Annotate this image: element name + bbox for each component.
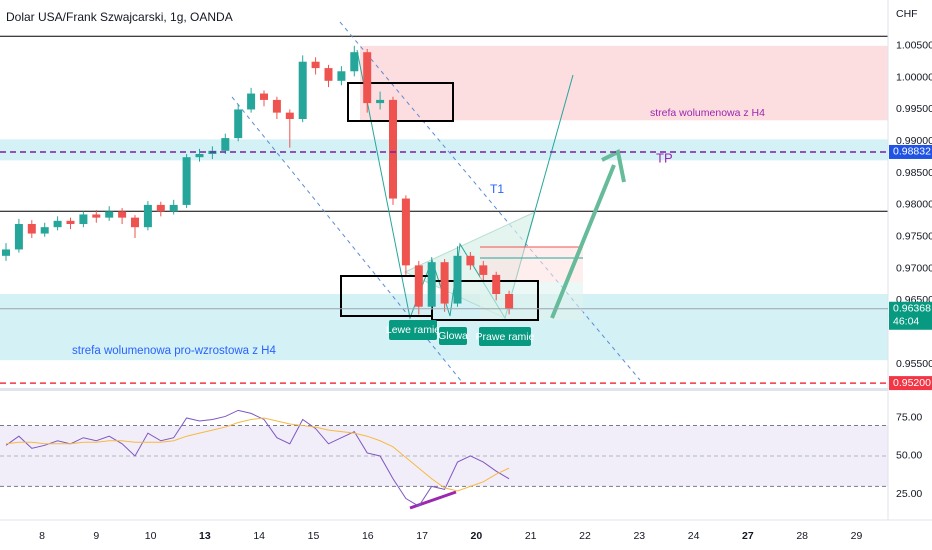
price-label: 0.96368: [893, 303, 931, 315]
chart-title: Dolar USA/Frank Szwajcarski, 1g, OANDA: [6, 10, 233, 24]
y-tick-label: 0.97500: [896, 231, 932, 243]
candle-body: [453, 255, 462, 304]
candle-body: [479, 265, 488, 275]
candle-body: [195, 154, 204, 158]
currency: CHF: [896, 8, 918, 20]
x-tick-label: 28: [796, 530, 808, 542]
x-tick-label: 14: [253, 530, 265, 542]
candle-body: [143, 204, 152, 228]
candle-body: [376, 99, 385, 104]
candle-body: [79, 214, 88, 224]
candle-body: [466, 255, 475, 266]
y-tick-label: 0.97000: [896, 262, 932, 274]
price-label-box: [889, 376, 932, 391]
y-tick-label: 50.00: [896, 450, 922, 462]
candle-body: [427, 262, 436, 307]
volume-zone: [0, 139, 888, 161]
candle-body: [337, 71, 346, 81]
price-label: 0.98832: [893, 146, 931, 158]
candle-body: [350, 52, 359, 72]
label-box: [439, 327, 467, 345]
candle-body: [234, 109, 243, 139]
candle-body: [182, 157, 191, 205]
candle-body: [492, 274, 501, 294]
candle-body: [169, 204, 178, 212]
x-tick-label: 10: [145, 530, 157, 542]
x-tick-label: 24: [688, 530, 700, 542]
candle-body: [324, 68, 333, 81]
price-label-box: [889, 144, 932, 159]
candle-body: [272, 99, 281, 113]
candle-body: [105, 211, 114, 218]
candle-body: [298, 61, 307, 119]
x-tick-label: 23: [633, 530, 645, 542]
candle-body: [53, 220, 62, 228]
x-tick-label: 27: [742, 530, 754, 542]
y-tick-label: 75.00: [896, 412, 922, 424]
y-tick-label: 0.99000: [896, 135, 932, 147]
x-tick-label: 13: [199, 530, 211, 542]
arrow: [550, 164, 616, 319]
target-label: T1: [490, 182, 504, 196]
x-tick-label: 17: [416, 530, 428, 542]
rsi-ma-line: [5, 417, 510, 492]
trend-line: [339, 21, 641, 381]
y-tick-label: 25.00: [896, 488, 922, 500]
x-tick-label: 22: [579, 530, 591, 542]
candle-body: [363, 52, 372, 104]
x-tick-label: 9: [93, 530, 99, 542]
tp-label: TP: [656, 150, 673, 165]
candle-body: [260, 93, 268, 100]
candle-body: [389, 99, 397, 199]
x-tick-label: 21: [525, 530, 537, 542]
candle-body: [285, 112, 294, 119]
price-label-box: [889, 301, 932, 330]
candle-body: [92, 214, 101, 218]
pane-separator: [0, 388, 888, 391]
candle-body: [247, 93, 256, 110]
candle-body: [118, 211, 127, 218]
candle-body: [2, 249, 10, 256]
candle-body: [221, 138, 230, 151]
candle-body: [27, 224, 36, 234]
rsi-line: [5, 409, 510, 507]
pattern-label: Glowa: [438, 330, 468, 342]
y-tick-label: 1.00500: [896, 40, 932, 52]
candle-body: [66, 220, 75, 224]
y-tick-label: 0.99500: [896, 103, 932, 115]
label-box: [479, 327, 531, 346]
candle-body: [440, 262, 449, 304]
y-tick-label: 0.98000: [896, 199, 932, 211]
y-tick-label: 0.95500: [896, 358, 932, 370]
candle-body: [505, 294, 514, 309]
y-tick-label: 0.98500: [896, 167, 932, 179]
y-tick-label: 1.00000: [896, 71, 932, 83]
candle-body: [40, 227, 49, 234]
countdown: 46:04: [893, 316, 919, 328]
pattern-label: Lewe ramię: [386, 324, 440, 336]
label-box: [389, 320, 437, 340]
x-tick-label: 29: [851, 530, 863, 542]
candle-body: [311, 61, 320, 69]
x-tick-label: 8: [39, 530, 45, 542]
x-tick-label: 16: [362, 530, 374, 542]
candle-body: [401, 198, 410, 266]
zone-label: strefa wolumenowa z H4: [650, 107, 765, 119]
pattern-label: Prawe ramię: [476, 331, 535, 343]
candle-body: [414, 265, 423, 307]
box: [347, 82, 454, 122]
candle-body: [14, 224, 23, 250]
arrow-head: [601, 149, 626, 183]
candle-body: [156, 204, 165, 212]
x-tick-label: 15: [308, 530, 320, 542]
price-label: 0.95200: [893, 377, 931, 389]
zone-label: strefa wolumenowa pro-wzrostowa z H4: [72, 345, 276, 357]
x-tick-label: 20: [471, 530, 483, 542]
candle-body: [131, 217, 139, 228]
